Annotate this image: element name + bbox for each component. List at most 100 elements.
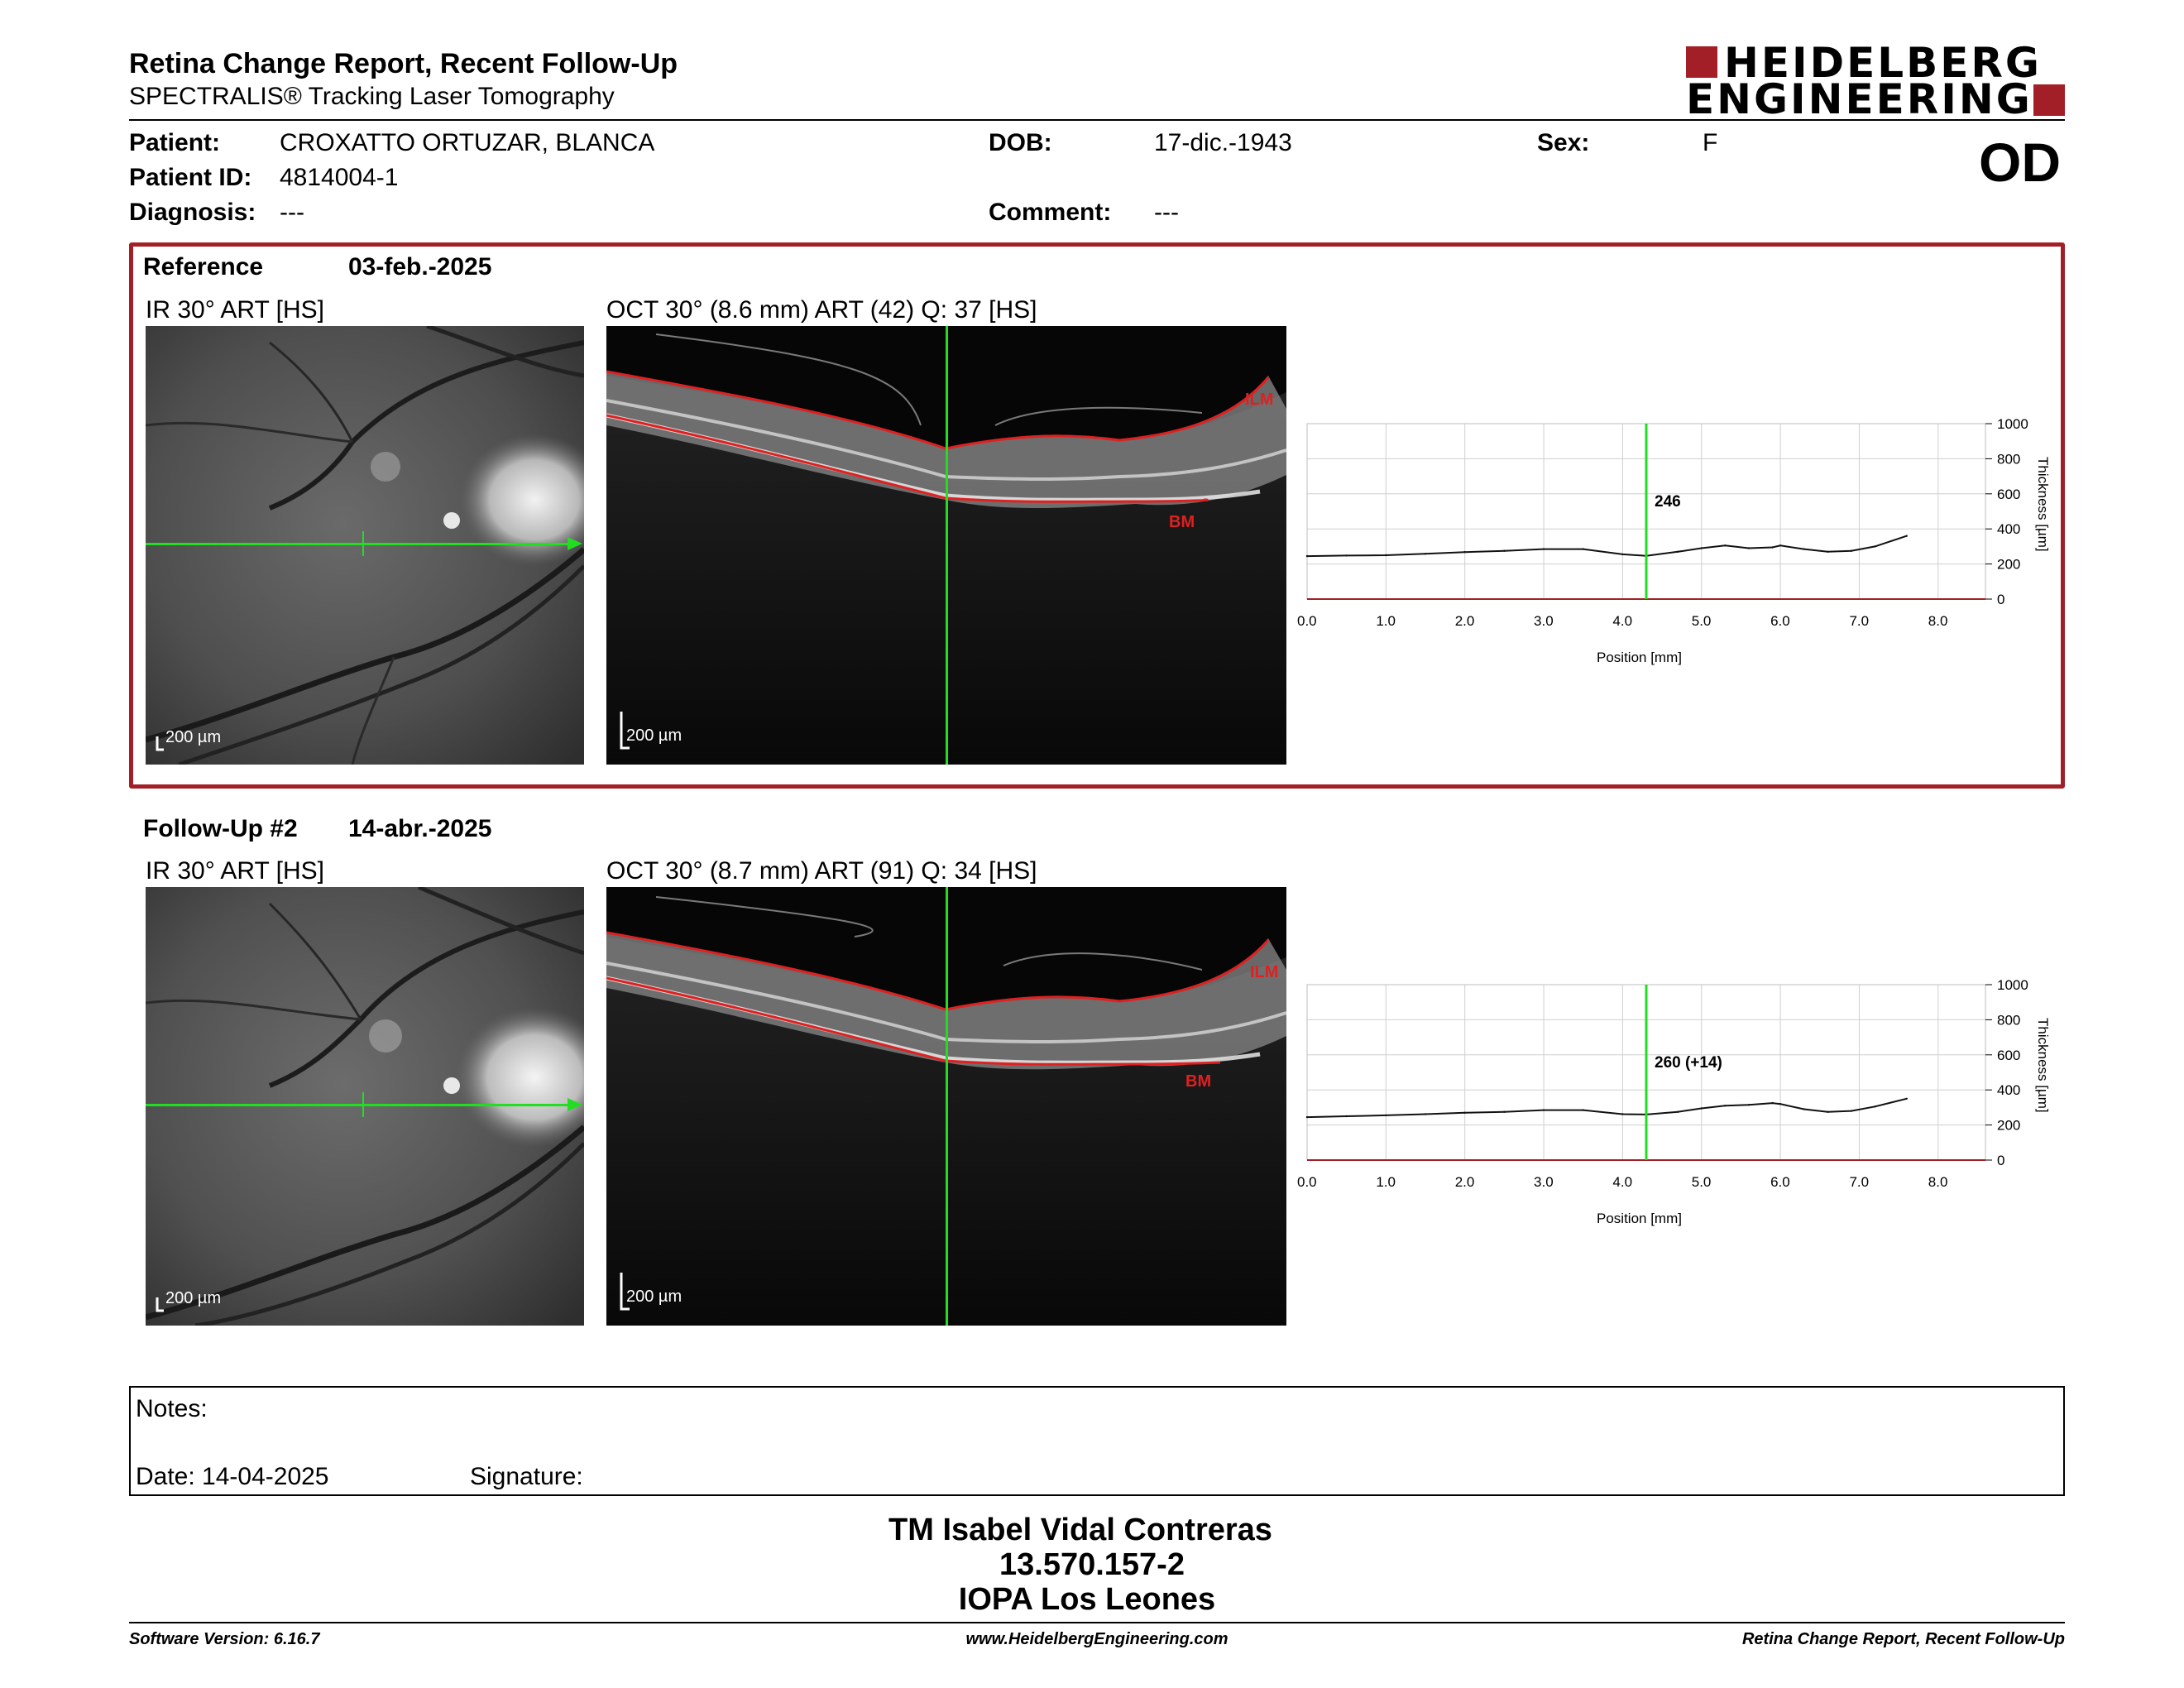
x-tick-label: 8.0 bbox=[1928, 1174, 1948, 1190]
y-tick-label: 600 bbox=[1997, 1048, 2020, 1063]
notes-label: Notes: bbox=[136, 1395, 208, 1422]
followup-label: Follow-Up #2 bbox=[143, 815, 298, 842]
report-subtitle: SPECTRALIS® Tracking Laser Tomography bbox=[129, 83, 615, 110]
thickness-point bbox=[1621, 553, 1624, 556]
notes-box[interactable] bbox=[129, 1386, 2065, 1496]
reference-thickness-chart: 0 200 400 600 800 1000 0.0 1.0 2.0 3.0 4.0 5.0 6.0 7.… bbox=[1297, 416, 2051, 665]
diagnosis-value: --- bbox=[280, 199, 304, 226]
thickness-point bbox=[1771, 1101, 1774, 1105]
thickness-point bbox=[1827, 550, 1829, 553]
cursor-value-label: 246 bbox=[1655, 493, 1681, 511]
thickness-point bbox=[1345, 554, 1348, 557]
reference-ilm-label: ILM bbox=[1245, 391, 1274, 409]
thickness-point bbox=[1905, 535, 1908, 537]
reference-oct-caption: OCT 30° (8.6 mm) ART (42) Q: 37 [HS] bbox=[606, 296, 1037, 324]
reference-date: 03-feb.-2025 bbox=[348, 253, 492, 281]
reference-oct-scale: 200 µm bbox=[626, 727, 682, 745]
patient-name: CROXATTO ORTUZAR, BLANCA bbox=[280, 129, 655, 156]
signature-id: 13.570.157-2 bbox=[999, 1547, 1185, 1582]
comment-label: Comment: bbox=[989, 199, 1112, 226]
thickness-point bbox=[1803, 548, 1805, 550]
y-tick-label: 400 bbox=[1997, 1082, 2020, 1098]
thickness-line bbox=[1306, 535, 1908, 558]
followup-oct-image[interactable]: ILM BM 200 µm bbox=[606, 887, 1286, 1326]
thickness-point bbox=[1700, 547, 1703, 549]
sex-label: Sex: bbox=[1537, 129, 1590, 156]
cursor-value-label: 260 (+14) bbox=[1655, 1054, 1722, 1072]
thickness-point bbox=[1676, 550, 1679, 553]
thickness-point bbox=[1621, 1113, 1624, 1115]
y-tick-label: 1000 bbox=[1997, 416, 2028, 432]
x-tick-label: 7.0 bbox=[1849, 1174, 1869, 1190]
thickness-line bbox=[1306, 1097, 1907, 1119]
thickness-point bbox=[1345, 1115, 1348, 1118]
thickness-point bbox=[1700, 1107, 1703, 1110]
followup-ilm-label: ILM bbox=[1250, 963, 1279, 981]
notes-date: Date: 14-04-2025 bbox=[136, 1463, 329, 1490]
followup-date: 14-abr.-2025 bbox=[348, 815, 492, 842]
y-tick-label: 800 bbox=[1997, 1012, 2020, 1028]
x-tick-label: 3.0 bbox=[1534, 613, 1554, 629]
reference-section bbox=[129, 242, 2065, 789]
y-tick-label: 800 bbox=[1997, 451, 2020, 467]
x-tick-label: 5.0 bbox=[1692, 613, 1712, 629]
y-tick-label: 0 bbox=[1997, 1153, 2004, 1168]
followup-oct-caption: OCT 30° (8.7 mm) ART (91) Q: 34 [HS] bbox=[606, 857, 1037, 885]
x-tick-label: 0.0 bbox=[1297, 613, 1317, 629]
reference-oct-image[interactable]: ILM BM 200 µm bbox=[606, 326, 1286, 765]
thickness-point bbox=[1874, 1105, 1876, 1108]
thickness-point bbox=[1385, 1114, 1387, 1117]
y-tick-label: 0 bbox=[1997, 592, 2004, 607]
y-axis-label: Thickness [µm] bbox=[2035, 457, 2051, 552]
thickness-point bbox=[1503, 1110, 1506, 1113]
thickness-point bbox=[1676, 1110, 1679, 1113]
thickness-point bbox=[1771, 546, 1774, 549]
reference-ir-caption: IR 30° ART [HS] bbox=[146, 296, 324, 324]
thickness-point bbox=[1424, 553, 1427, 555]
signature-institution: IOPA Los Leones bbox=[958, 1582, 1216, 1617]
thickness-point bbox=[1850, 549, 1853, 552]
thickness-point bbox=[1827, 1110, 1829, 1113]
footer-report-name: Retina Change Report, Recent Follow-Up bbox=[1741, 1630, 2065, 1648]
eye-badge: OD bbox=[1979, 132, 2061, 193]
x-axis-label: Position [mm] bbox=[1597, 650, 1682, 665]
diagnosis-label: Diagnosis: bbox=[129, 199, 256, 226]
x-tick-label: 1.0 bbox=[1376, 1174, 1396, 1190]
x-axis-label: Position [mm] bbox=[1597, 1211, 1682, 1226]
patient-id-label: Patient ID: bbox=[129, 164, 252, 191]
x-tick-label: 6.0 bbox=[1770, 613, 1790, 629]
y-axis-label: Thickness [µm] bbox=[2035, 1018, 2051, 1113]
y-tick-label: 1000 bbox=[1997, 977, 2028, 993]
thickness-point bbox=[1582, 548, 1584, 550]
followup-ir-caption: IR 30° ART [HS] bbox=[146, 857, 324, 885]
x-tick-label: 2.0 bbox=[1455, 613, 1475, 629]
thickness-point bbox=[1385, 554, 1387, 557]
x-tick-label: 6.0 bbox=[1770, 1174, 1790, 1190]
footer-website: www.HeidelbergEngineering.com bbox=[965, 1630, 1228, 1648]
thickness-point bbox=[1747, 1104, 1751, 1106]
x-tick-label: 4.0 bbox=[1612, 1174, 1632, 1190]
report-title: Retina Change Report, Recent Follow-Up bbox=[129, 48, 678, 79]
x-tick-label: 3.0 bbox=[1534, 1174, 1554, 1190]
thickness-point bbox=[1463, 1111, 1466, 1114]
followup-oct-scale: 200 µm bbox=[626, 1288, 682, 1306]
thickness-point bbox=[1542, 548, 1545, 550]
x-tick-label: 7.0 bbox=[1849, 613, 1869, 629]
thickness-point bbox=[1779, 1103, 1782, 1105]
y-tick-label: 200 bbox=[1997, 1118, 2020, 1134]
signature-label: Signature: bbox=[470, 1463, 583, 1490]
thickness-point bbox=[1503, 549, 1506, 552]
thickness-point bbox=[1850, 1110, 1853, 1112]
x-tick-label: 0.0 bbox=[1297, 1174, 1317, 1190]
y-tick-label: 600 bbox=[1997, 487, 2020, 502]
followup-ir-image[interactable]: 200 µm bbox=[146, 887, 584, 1326]
thickness-point bbox=[1803, 1108, 1805, 1110]
thickness-point bbox=[1463, 551, 1466, 554]
reference-ir-image[interactable]: 200 µm bbox=[146, 326, 584, 765]
dob-label: DOB: bbox=[989, 129, 1052, 156]
reference-label: Reference bbox=[143, 253, 264, 281]
heidelberg-logo: HEIDELBERG ENGINEERING bbox=[1686, 42, 2067, 120]
thickness-point bbox=[1424, 1113, 1427, 1115]
dob-value: 17-dic.-1943 bbox=[1154, 129, 1292, 156]
patient-id: 4814004-1 bbox=[280, 164, 399, 191]
